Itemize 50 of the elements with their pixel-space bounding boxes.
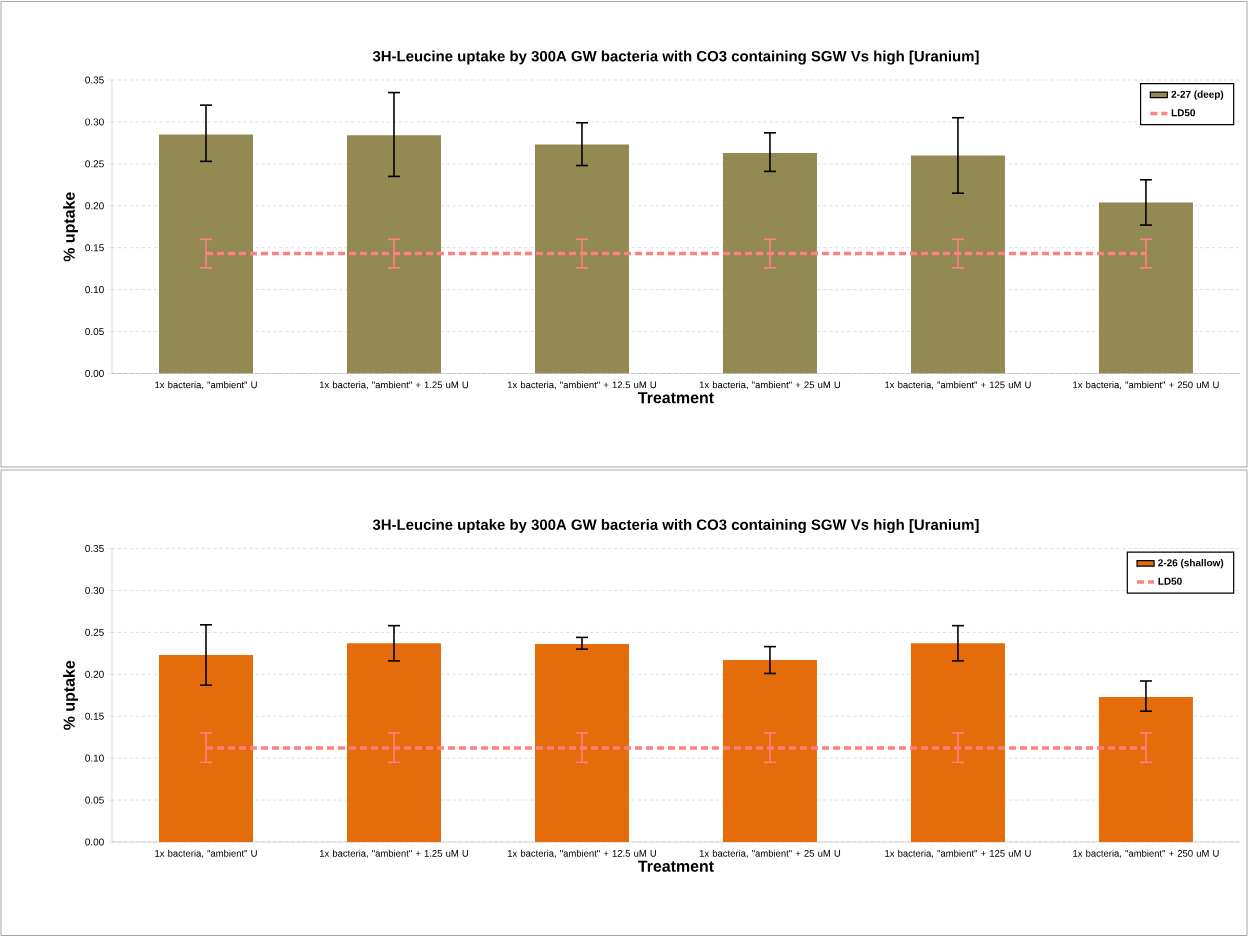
bar — [722, 152, 817, 374]
bar — [1098, 202, 1193, 374]
x-tick-label: 1x bacteria, "ambient" + 1.25 uM U — [319, 381, 469, 390]
y-tick-label: 0.20 — [85, 202, 104, 210]
y-axis-title: % uptake — [63, 660, 78, 730]
x-axis-title: Treatment — [638, 860, 714, 872]
y-tick-label: 0.25 — [85, 160, 104, 168]
bar — [534, 644, 629, 842]
bar — [346, 643, 441, 842]
y-tick-label: 0.30 — [85, 118, 104, 126]
legend-label: LD50 — [1171, 109, 1196, 117]
y-tick-label: 0.25 — [85, 628, 104, 636]
x-tick-label: 1x bacteria, "ambient" + 25 uM U — [699, 849, 841, 858]
y-tick-label: 0.00 — [85, 369, 104, 378]
y-tick-label: 0.00 — [85, 838, 104, 846]
y-tick-label: 0.15 — [85, 712, 104, 720]
x-tick-label: 1x bacteria, "ambient" + 25 uM U — [699, 381, 841, 390]
bar — [722, 660, 817, 842]
legend-label: 2-26 (shallow) — [1158, 559, 1224, 569]
x-tick-label: 1x bacteria, "ambient" + 250 uM U — [1073, 849, 1219, 858]
x-tick-label: 1x bacteria, "ambient" U — [155, 849, 257, 858]
bar — [910, 155, 1005, 374]
bar — [159, 655, 253, 842]
x-tick-label: 1x bacteria, "ambient" + 250 uM U — [1073, 381, 1219, 390]
x-tick-label: 1x bacteria, "ambient" U — [155, 381, 257, 390]
legend-label: 2-27 (deep) — [1171, 90, 1224, 100]
x-tick-label: 1x bacteria, "ambient" + 125 uM U — [885, 849, 1031, 858]
x-tick-label: 1x bacteria, "ambient" + 12.5 uM U — [507, 849, 656, 858]
y-tick-label: 0.05 — [85, 328, 104, 336]
chart-title: 3H-Leucine uptake by 300A GW bacteria with CO3 containing SGW Vs high [Uranium] — [372, 519, 979, 534]
bar — [910, 643, 1005, 842]
x-tick-label: 1x bacteria, "ambient" + 12.5 uM U — [507, 381, 656, 390]
chart-title: 3H-Leucine uptake by 300A GW bacteria with CO3 containing SGW Vs high [Uranium] — [372, 50, 979, 65]
y-tick-label: 0.35 — [85, 76, 104, 84]
y-tick-label: 0.35 — [85, 544, 104, 553]
y-tick-label: 0.10 — [85, 286, 104, 294]
bar — [159, 134, 253, 374]
y-tick-label: 0.15 — [85, 244, 104, 252]
bar — [1098, 696, 1193, 842]
x-tick-label: 1x bacteria, "ambient" + 1.25 uM U — [319, 849, 469, 858]
x-axis-title: Treatment — [638, 392, 714, 404]
y-tick-label: 0.20 — [85, 670, 104, 678]
y-tick-label: 0.30 — [85, 586, 104, 594]
bar — [346, 135, 441, 374]
y-axis-title: % uptake — [63, 192, 78, 262]
bar — [534, 144, 629, 374]
x-tick-label: 1x bacteria, "ambient" + 125 uM U — [885, 381, 1031, 390]
y-tick-label: 0.10 — [85, 754, 104, 762]
y-tick-label: 0.05 — [85, 796, 104, 804]
legend-label: LD50 — [1158, 577, 1182, 585]
